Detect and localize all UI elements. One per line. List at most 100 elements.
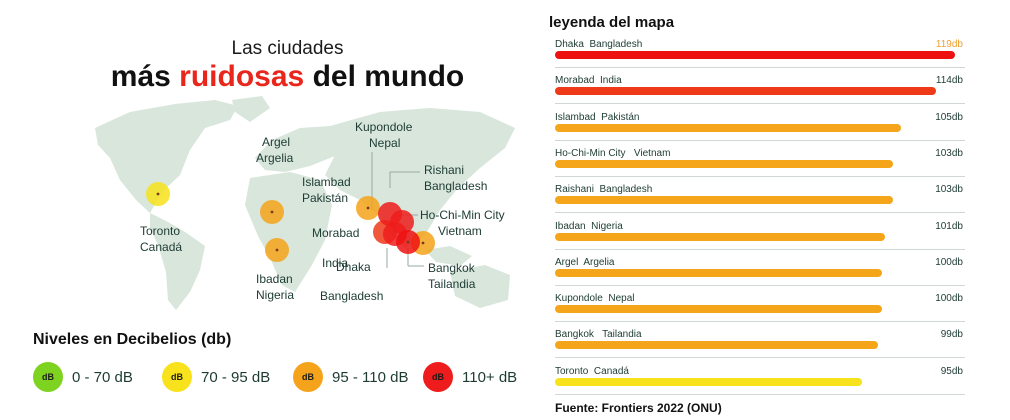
db-badge-icon: dB [423,362,453,392]
city-dot-islambad [366,206,370,210]
title-main: más ruidosas del mundo [0,60,575,94]
legend-title: leyenda del mapa [549,14,675,31]
label-islambad-country: Pakistán [302,191,348,205]
label-rishani-city: Rishani [424,163,464,177]
bar-category-label: Raishani Bangladesh [555,184,653,196]
label-india: India [322,256,348,270]
city-dots [156,192,425,252]
bar [555,51,955,59]
bar-value-label: 100db [935,256,963,268]
level-item: dB 70 - 95 dB [162,360,270,394]
bar [555,232,885,241]
bar-category-label: Islambad Pakistán [555,111,640,123]
level-item: dB 110+ dB [423,360,517,394]
landmass-north-america [95,100,238,213]
label-hochiminh-country: Vietnam [438,224,482,238]
levels-title: Niveles en Decibelios (db) [33,331,232,348]
level-label: 0 - 70 dB [72,368,133,386]
label-bangladesh: Bangladesh [320,289,383,303]
db-badge-icon: dB [293,362,323,392]
bar-category-label: Ibadan Nigeria [555,220,623,232]
label-toronto-country: Canadá [140,240,182,254]
bar-value-label: 95db [940,365,963,377]
bar-row: Argel Argelia 100db [555,257,975,293]
label-bangkok-country: Tailandia [428,277,476,291]
bar [555,159,893,168]
bar-value-label: 114db [935,75,963,87]
bar-category-label: Argel Argelia [555,256,615,268]
bar-category-label: Bangkok Tailandia [555,329,642,341]
map-landmass [95,96,515,310]
db-badge-icon: dB [162,362,192,392]
world-map: Toronto Canadá Argel Argelia Ibadan Nige… [95,96,515,310]
bar-value-label: 119db [935,39,963,50]
bar [555,341,878,350]
label-ibadan-city: Ibadan [256,272,293,286]
bar-value-label: 101db [935,220,963,232]
bar [555,123,901,132]
bar-row: Ibadan Nigeria 101db [555,221,975,257]
title-word-del-mundo: del mundo [312,60,465,93]
level-item: dB 0 - 70 dB [33,360,133,394]
level-label: 70 - 95 dB [201,368,271,386]
row-divider [555,212,965,214]
label-morabad: Morabad [312,226,359,240]
label-argel-country: Argelia [256,151,294,165]
bar-row: Ho-Chi-Min City Vietnam 103db [555,148,975,184]
title-word-ruidosas: ruidosas [179,60,305,93]
bar [555,305,882,314]
label-ibadan-country: Nigeria [256,288,294,302]
row-divider [555,248,965,250]
bar-category-label: Morabad India [555,75,622,87]
bar-value-label: 100db [935,293,963,305]
bar-row: Morabad India 114db [555,75,975,111]
row-divider [555,284,965,286]
label-hochiminh-city: Ho-Chi-Min City [420,208,505,222]
city-dot-toronto [156,192,160,196]
bar-row: Raishani Bangladesh 103db [555,184,975,220]
map-labels: Toronto Canadá Argel Argelia Ibadan Nige… [140,120,505,303]
label-dhaka: Dhaka [336,260,371,274]
label-bangkok-city: Bangkok [428,261,476,275]
row-divider [555,321,965,323]
bar-category-label: Toronto Canadá [555,365,629,377]
city-marker-rishani [378,202,402,226]
label-kupondole-city: Kupondole [355,120,413,134]
label-kupondole-country: Nepal [369,136,400,150]
bar-row: Dhaka Bangladesh 119db [555,39,975,75]
bar-row: Kupondole Nepal 100db [555,293,975,329]
row-divider [555,67,965,68]
bar [555,268,882,277]
level-label: 95 - 110 dB [332,368,409,386]
bar-value-label: 105db [935,111,963,123]
bar-category-label: Kupondole Nepal [555,293,635,305]
row-divider [555,393,965,395]
row-divider [555,139,965,141]
bar-row: Bangkok Tailandia 99db [555,329,975,365]
landmass-south-america [150,213,205,310]
bar-category-label: Dhaka Bangladesh [555,39,643,50]
bar-value-label: 103db [935,147,963,159]
landmass-europe [255,126,345,172]
bar [555,87,936,96]
level-item: dB 95 - 110 dB [293,360,408,394]
title-word-mas: más [110,60,171,93]
bar [555,377,862,386]
level-label: 110+ dB [462,368,518,386]
bar-row: Toronto Canadá 95db [555,366,975,402]
source-note: Fuente: Frontiers 2022 (ONU) [555,401,722,415]
title-subtitle: Las ciudades [231,38,344,59]
city-dot-dhaka [406,240,410,244]
label-argel-city: Argel [262,135,290,149]
db-badge-icon: dB [33,362,63,392]
landmass-greenland [232,96,270,122]
label-islambad-city: Islambad [302,175,351,189]
landmass-asia [325,108,515,248]
city-dot-ibadan [275,248,279,252]
label-toronto-city: Toronto [140,224,180,238]
landmass-se-asia [425,246,472,266]
landmass-australia [450,265,510,308]
bar-value-label: 99db [940,329,963,341]
bar-row: Islambad Pakistán 105db [555,112,975,148]
